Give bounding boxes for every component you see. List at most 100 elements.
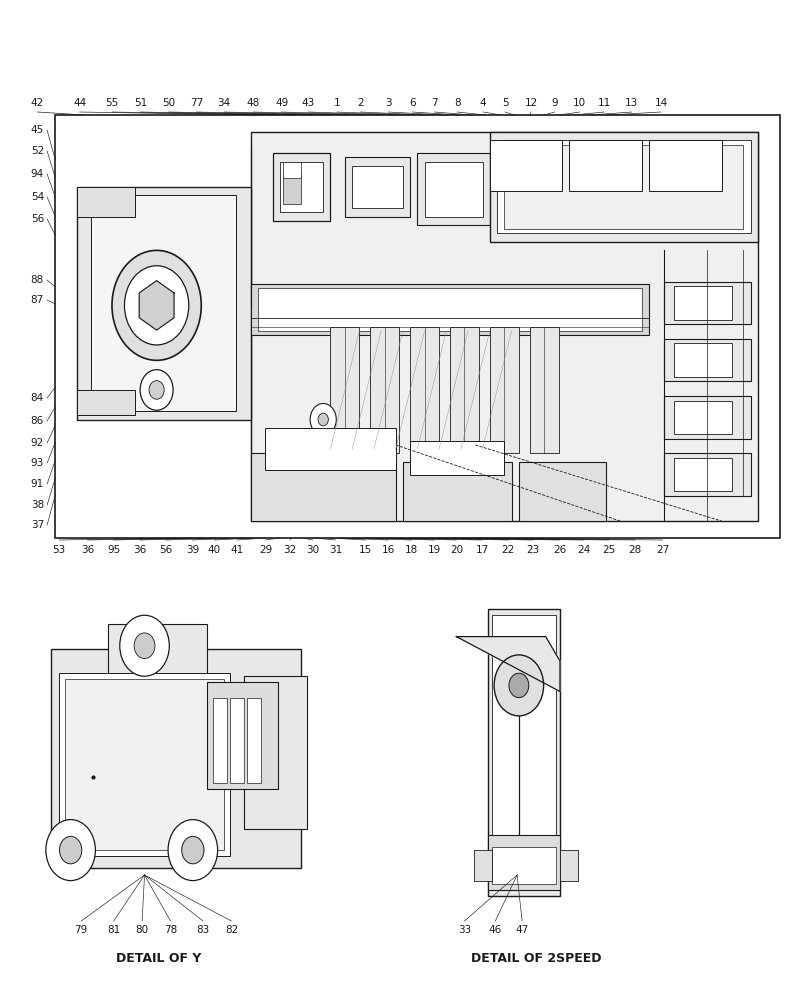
Bar: [265, 428, 395, 470]
Bar: [243, 676, 306, 829]
Bar: [424, 162, 482, 217]
Polygon shape: [456, 637, 560, 692]
Bar: [77, 187, 135, 217]
Circle shape: [182, 836, 204, 864]
Bar: [410, 326, 439, 453]
Text: 13: 13: [624, 98, 637, 108]
Bar: [496, 140, 749, 233]
Bar: [474, 850, 491, 881]
Text: 45: 45: [31, 125, 44, 135]
Circle shape: [134, 633, 155, 659]
Text: 4: 4: [479, 98, 486, 108]
Text: 23: 23: [526, 545, 539, 555]
Text: 39: 39: [186, 545, 199, 555]
Text: 80: 80: [135, 925, 148, 935]
Text: 77: 77: [190, 98, 203, 108]
Bar: [352, 166, 402, 208]
Bar: [569, 140, 642, 191]
Text: 56: 56: [31, 214, 44, 224]
Text: 20: 20: [449, 545, 462, 555]
Circle shape: [45, 820, 95, 881]
Circle shape: [59, 836, 82, 864]
Bar: [55, 115, 779, 538]
Text: 8: 8: [453, 98, 460, 108]
Text: 42: 42: [31, 98, 44, 108]
Bar: [489, 326, 518, 453]
Text: 34: 34: [217, 98, 230, 108]
Bar: [59, 673, 230, 856]
Bar: [663, 453, 749, 496]
Text: 48: 48: [247, 98, 260, 108]
Circle shape: [168, 820, 217, 881]
Text: 56: 56: [159, 545, 172, 555]
Bar: [518, 462, 605, 521]
Text: 27: 27: [655, 545, 668, 555]
Text: 11: 11: [597, 98, 610, 108]
Bar: [330, 326, 359, 453]
Bar: [345, 157, 410, 217]
Text: 95: 95: [107, 545, 120, 555]
Text: 82: 82: [225, 925, 238, 935]
Text: 30: 30: [306, 545, 319, 555]
Bar: [674, 286, 732, 320]
Bar: [674, 401, 732, 434]
Bar: [370, 326, 399, 453]
Text: 94: 94: [31, 169, 44, 179]
Text: 1: 1: [333, 98, 340, 108]
Text: 29: 29: [259, 545, 272, 555]
Bar: [449, 326, 478, 453]
Text: 81: 81: [107, 925, 120, 935]
Bar: [663, 396, 749, 439]
Bar: [251, 453, 395, 521]
Bar: [230, 698, 243, 783]
Bar: [504, 145, 742, 229]
Circle shape: [318, 413, 328, 426]
Bar: [674, 458, 732, 491]
Bar: [663, 339, 749, 381]
Bar: [280, 162, 323, 212]
Circle shape: [310, 403, 336, 436]
Text: 46: 46: [488, 925, 501, 935]
Text: 19: 19: [427, 545, 440, 555]
Text: 41: 41: [230, 545, 243, 555]
Bar: [283, 162, 301, 178]
Bar: [251, 132, 757, 521]
Text: 28: 28: [628, 545, 641, 555]
Text: 55: 55: [105, 98, 118, 108]
Bar: [488, 835, 560, 890]
Bar: [258, 288, 642, 331]
Circle shape: [149, 381, 164, 399]
Text: 22: 22: [501, 545, 514, 555]
Text: 91: 91: [31, 479, 44, 489]
Bar: [489, 132, 757, 242]
Circle shape: [119, 615, 169, 676]
Text: 50: 50: [162, 98, 175, 108]
Bar: [247, 698, 261, 783]
Text: 43: 43: [302, 98, 315, 108]
Text: 49: 49: [275, 98, 288, 108]
Bar: [107, 624, 207, 685]
Text: 24: 24: [577, 545, 590, 555]
Bar: [491, 847, 556, 884]
Text: 31: 31: [328, 545, 341, 555]
Polygon shape: [139, 281, 174, 330]
Bar: [272, 153, 330, 221]
Bar: [402, 462, 511, 521]
Text: 53: 53: [53, 545, 66, 555]
Text: 25: 25: [602, 545, 615, 555]
Text: 44: 44: [73, 98, 86, 108]
Bar: [50, 649, 300, 868]
Text: 79: 79: [75, 925, 88, 935]
Bar: [488, 609, 560, 896]
Text: 87: 87: [31, 295, 44, 305]
Circle shape: [508, 673, 528, 698]
Bar: [663, 282, 749, 324]
Text: 16: 16: [381, 545, 394, 555]
Text: 10: 10: [573, 98, 586, 108]
Bar: [417, 153, 489, 225]
Text: 36: 36: [81, 545, 94, 555]
Text: 6: 6: [409, 98, 415, 108]
Bar: [283, 174, 301, 204]
Circle shape: [124, 266, 188, 345]
Bar: [77, 187, 251, 420]
